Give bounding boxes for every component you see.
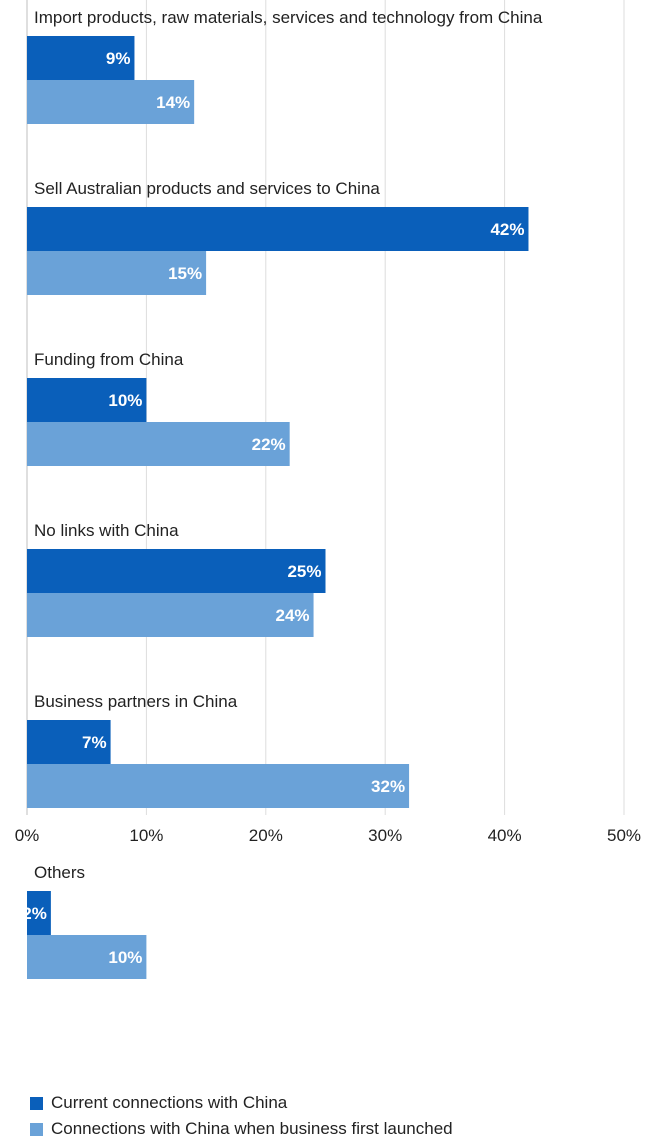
category-label: Funding from China: [34, 350, 184, 369]
bar-value-label: 15%: [168, 264, 202, 283]
bar: [27, 207, 529, 251]
bar: [27, 935, 147, 979]
bar: [27, 36, 135, 80]
legend-label-current: Current connections with China: [51, 1093, 288, 1112]
legend-item-launched: Connections with China when business fir…: [30, 1116, 453, 1142]
bar-value-label: 14%: [156, 93, 190, 112]
bar-value-label: 7%: [82, 733, 107, 752]
x-tick-label: 40%: [488, 826, 522, 845]
legend: Current connections with China Connectio…: [30, 1090, 453, 1142]
bar: [27, 593, 314, 637]
legend-item-current: Current connections with China: [30, 1090, 453, 1116]
bar-chart: Import products, raw materials, services…: [15, 0, 641, 979]
bar-value-label: 10%: [108, 948, 142, 967]
bar-value-label: 32%: [371, 777, 405, 796]
x-tick-label: 0%: [15, 826, 40, 845]
legend-label-launched: Connections with China when business fir…: [51, 1119, 453, 1138]
category-label: Import products, raw materials, services…: [34, 8, 543, 27]
bar: [27, 80, 195, 124]
category-label: No links with China: [34, 521, 179, 540]
bar: [27, 720, 111, 764]
bar-value-label: 10%: [108, 391, 142, 410]
bar-value-label: 24%: [276, 606, 310, 625]
bar: [27, 422, 290, 466]
bar-value-label: 22%: [252, 435, 286, 454]
bar: [27, 891, 51, 935]
bar: [27, 251, 207, 295]
bar: [27, 549, 326, 593]
x-tick-label: 30%: [368, 826, 402, 845]
bar-value-label: 42%: [490, 220, 524, 239]
bar-value-label: 9%: [106, 49, 131, 68]
category-label: Sell Australian products and services to…: [34, 179, 380, 198]
bar: [27, 378, 147, 422]
x-tick-label: 50%: [607, 826, 641, 845]
legend-swatch-launched: [30, 1122, 43, 1136]
category-label: Others: [34, 863, 85, 882]
bar-value-label: 2%: [22, 904, 47, 923]
bar-value-label: 25%: [287, 562, 321, 581]
x-tick-label: 20%: [249, 826, 283, 845]
bar: [27, 764, 410, 808]
category-label: Business partners in China: [34, 692, 238, 711]
legend-swatch-current: [30, 1096, 43, 1110]
x-tick-label: 10%: [129, 826, 163, 845]
